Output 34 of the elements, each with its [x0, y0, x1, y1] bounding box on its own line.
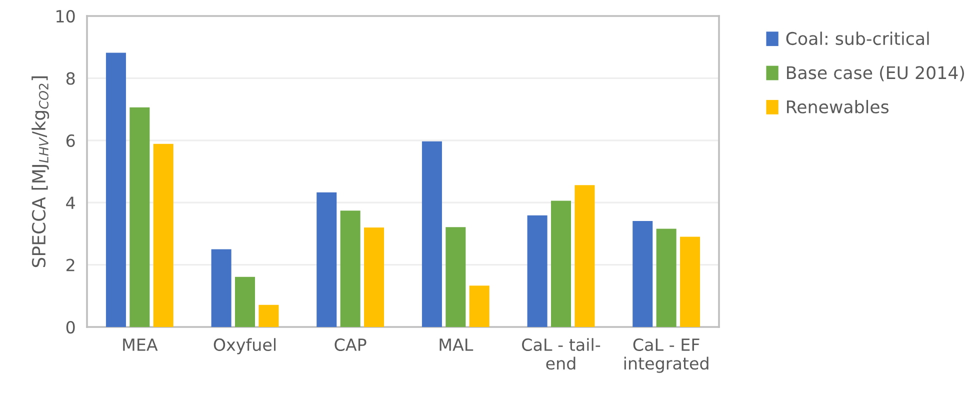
bar: [656, 228, 676, 327]
bar: [469, 286, 490, 327]
y-tick-label: 4: [66, 196, 75, 209]
bar: [680, 236, 700, 327]
bar: [446, 227, 466, 327]
y-axis-title: SPECCA [MJ$_{LHV}$/kg$_{CO2}$]: [32, 76, 50, 268]
bar: [211, 249, 232, 327]
x-tick-label: CAP: [334, 338, 366, 352]
bar: [340, 210, 360, 327]
bar: [153, 144, 174, 327]
bar: [130, 107, 150, 327]
x-tick-label: CaL - tail- end: [522, 338, 600, 370]
y-tick-label: 0: [66, 320, 75, 334]
bar: [632, 220, 653, 327]
bar: [422, 141, 442, 327]
bar: [234, 276, 256, 327]
bar: [574, 185, 595, 327]
x-tick-label: CaL - EF integrated: [624, 338, 708, 373]
bar: [364, 227, 384, 327]
bar: [550, 200, 572, 327]
x-tick-label: MAL: [440, 338, 474, 351]
y-tick-label: 6: [66, 134, 75, 147]
y-tick-label: 8: [66, 72, 75, 85]
bar: [527, 215, 548, 327]
legend-label: Coal: sub-critical: [786, 32, 929, 46]
y-tick-label: 10: [56, 10, 75, 23]
bar: [258, 304, 279, 327]
legend-label: Base case (EU 2014): [787, 66, 964, 82]
y-tick-label: 2: [66, 258, 74, 272]
bar: [316, 192, 337, 327]
bar: [106, 52, 126, 327]
x-tick-label: Oxyfuel: [214, 338, 276, 354]
legend-label: Renewables: [787, 100, 889, 114]
x-tick-label: MEA: [123, 338, 158, 351]
